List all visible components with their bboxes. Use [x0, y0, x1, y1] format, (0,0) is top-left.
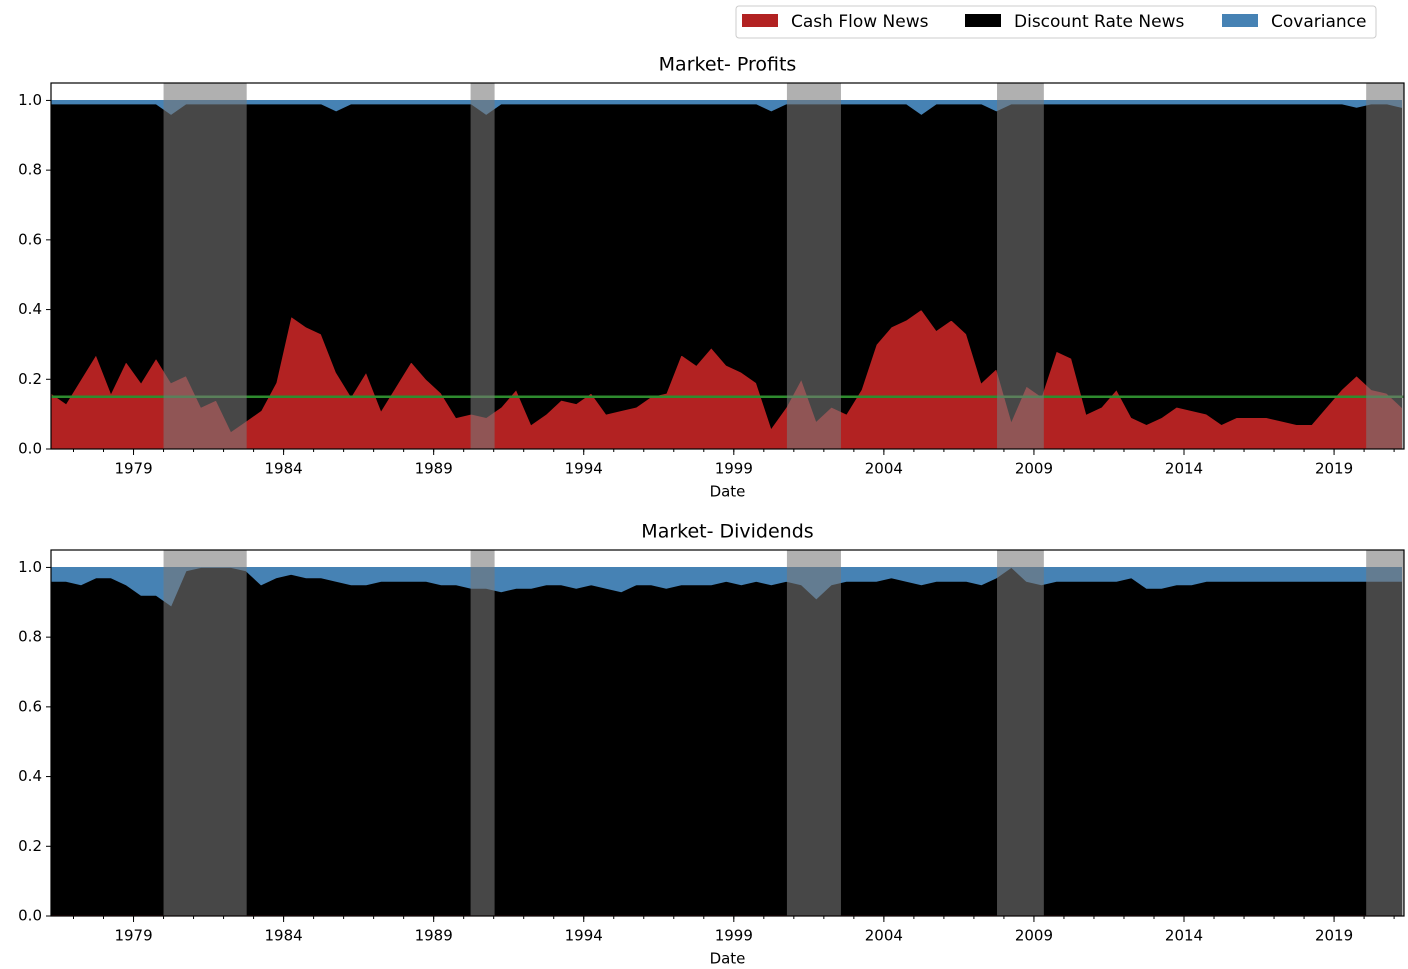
legend-label: Discount Rate News	[1014, 12, 1185, 32]
legend-swatch	[1222, 14, 1258, 27]
y-tick-label: 1.0	[18, 91, 42, 109]
legend: Cash Flow News Discount Rate News Covarian…	[735, 5, 1377, 39]
x-tick-label: 2019	[1315, 460, 1353, 478]
plot-frame	[50, 82, 1405, 450]
x-tick-label: 2014	[1165, 927, 1203, 945]
y-tick-label: 0.2	[18, 370, 42, 388]
x-tick-label: 1984	[265, 927, 303, 945]
legend-label: Covariance	[1271, 12, 1366, 32]
plot-frame	[50, 549, 1405, 917]
y-tick-label: 0.6	[18, 230, 42, 248]
x-tick-label: 2004	[865, 927, 903, 945]
x-tick-label: 1989	[415, 927, 453, 945]
x-tick-label: 2004	[865, 460, 903, 478]
legend-swatch	[965, 14, 1001, 27]
recession-band	[1366, 550, 1404, 916]
y-tick-label: 0.0	[18, 440, 42, 458]
chart-title: Market- Dividends	[641, 521, 813, 543]
recession-band	[163, 550, 247, 916]
y-tick-label: 0.6	[18, 697, 42, 715]
recession-band	[786, 550, 841, 916]
x-tick-label: 2009	[1015, 460, 1053, 478]
legend-label: Cash Flow News	[791, 12, 929, 32]
y-tick-label: 0.8	[18, 628, 42, 646]
x-axis-label: Date	[710, 483, 746, 501]
recession-band	[470, 550, 495, 916]
legend-box	[735, 5, 1377, 39]
x-tick-label: 2009	[1015, 927, 1053, 945]
x-tick-label: 1989	[415, 460, 453, 478]
recession-band	[1366, 83, 1404, 449]
plot-area	[51, 83, 1404, 449]
recession-band	[997, 83, 1044, 449]
recession-band	[163, 83, 247, 449]
chart-title: Market- Profits	[659, 54, 797, 76]
y-tick-label: 0.2	[18, 837, 42, 855]
area	[51, 566, 1402, 916]
x-tick-label: 1979	[114, 460, 152, 478]
recession-band	[470, 83, 495, 449]
x-tick-label: 2019	[1315, 927, 1353, 945]
plot-area	[51, 550, 1404, 916]
x-tick-label: 1994	[565, 460, 603, 478]
legend-swatch	[742, 14, 778, 27]
x-tick-label: 1994	[565, 927, 603, 945]
y-tick-label: 0.4	[18, 767, 42, 785]
x-tick-label: 1984	[265, 460, 303, 478]
y-tick-label: 0.4	[18, 300, 42, 318]
y-tick-label: 0.8	[18, 161, 42, 179]
recession-band	[997, 550, 1044, 916]
x-axis-label: Date	[710, 950, 746, 968]
x-tick-label: 1999	[715, 927, 753, 945]
y-tick-label: 1.0	[18, 558, 42, 576]
x-tick-label: 1999	[715, 460, 753, 478]
y-tick-label: 0.0	[18, 907, 42, 925]
x-tick-label: 1979	[114, 927, 152, 945]
recession-band	[786, 83, 841, 449]
x-tick-label: 2014	[1165, 460, 1203, 478]
